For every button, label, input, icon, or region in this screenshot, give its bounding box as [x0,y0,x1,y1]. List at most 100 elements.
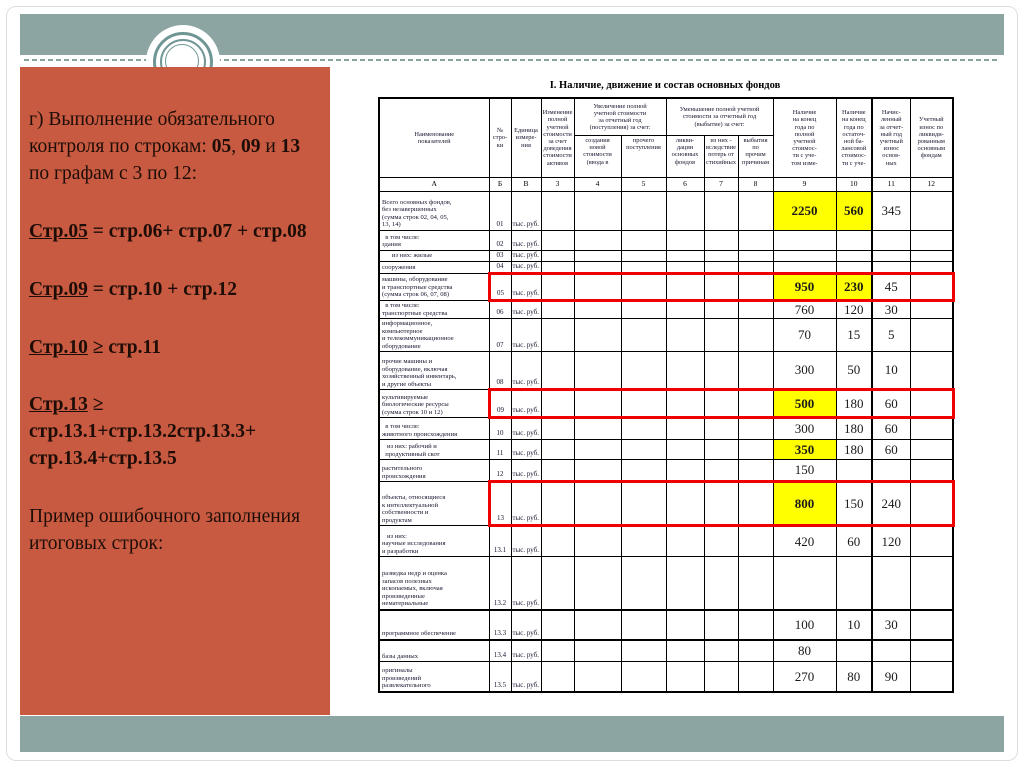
cell-13.3-c3 [540,608,575,641]
formula-row10: Стр.10 ≥ стр.11 [29,336,161,358]
cell-06-c3 [540,299,575,320]
cell-13.3-c7 [703,608,739,641]
cell-03-c5 [620,250,667,262]
cell-13.3-c5 [620,608,667,641]
cell-01-c7 [703,191,739,231]
cell-04-c12 [909,261,954,274]
cell-05-c6 [665,272,705,302]
cell-13.5-c3 [540,661,575,693]
cell-09-unit: тыс. руб. [510,388,542,420]
cell-13-c7 [703,480,739,528]
cell-08-c6 [665,351,705,391]
cell-13.5-unit: тыс. руб. [510,661,542,693]
cell-12-num: 12 [488,459,512,483]
cell-13.1-num: 13.1 [488,525,512,558]
cell-05-c9: 950 [772,272,837,302]
cell-13.1-c7 [703,525,739,558]
cell-10-unit: тыс. руб. [510,417,542,441]
cell-01-c5 [620,191,667,231]
cell-12-c10 [835,459,873,483]
column-index-row: А Б В 3 4 5 6 7 8 9 10 11 12 [378,177,954,192]
cell-12-c5 [620,459,667,483]
example-note-text: Пример ошибочного заполнения итоговых ст… [29,506,301,555]
cell-02-c5 [620,230,667,251]
cell-04-unit: тыс. руб. [510,261,542,274]
cell-07-c12 [909,318,954,353]
cell-07-c7 [703,318,739,353]
header-col6: ликви- дации основных фондов [665,135,705,178]
cell-08-c8 [737,351,774,391]
formula-row13: Стр.13 ≥ стр.13.1+стр.13.2стр.13.3+ стр.… [29,394,257,470]
cell-01-c6 [665,191,705,231]
cell-12-c4 [573,459,622,483]
cell-13.1-c8 [737,525,774,558]
table-row: в том числе: здания 02 тыс. руб. [378,230,954,251]
cell-02-c4 [573,230,622,251]
table-body: Всего основных фондов, без незавершенных… [378,191,955,693]
cell-13.5-c12 [909,661,954,693]
header-col9: Наличие на конец года по полной учетной … [772,97,837,178]
bottom-accent-bar [20,716,1004,752]
cell-13.2-c11 [871,556,911,611]
index-6: 6 [665,177,705,192]
cell-08-c3 [540,351,575,391]
header-name: Наименование показателей [378,97,490,178]
cell-07-c10: 15 [835,318,873,353]
cell-08-c5 [620,351,667,391]
cell-13.1-c12 [909,525,954,558]
cell-13.2-c6 [665,556,705,611]
cell-06-c10: 120 [835,299,873,320]
cell-13.2-c7 [703,556,739,611]
cell-12-unit: тыс. руб. [510,459,542,483]
cell-13.4-c8 [737,638,774,663]
cell-03-c10 [835,250,873,262]
cell-11-c3 [540,439,575,461]
cell-13.3-num: 13.3 [488,608,512,641]
cell-02-c9 [772,230,837,251]
cell-13.3-c4 [573,608,622,641]
cell-04-c5 [620,261,667,274]
cell-13.1-c3 [540,525,575,558]
cell-13.4-c3 [540,638,575,663]
cell-08-c11: 10 [871,351,911,391]
cell-06-c5 [620,299,667,320]
cell-05-c8 [737,272,774,302]
table-row: Всего основных фондов, без незавершенных… [378,191,954,231]
cell-07-c6 [665,318,705,353]
index-9: 9 [772,177,837,192]
cell-07-c3 [540,318,575,353]
cell-13.2-c12 [909,556,954,611]
cell-09-c9: 500 [772,388,837,420]
cell-13.4-c4 [573,638,622,663]
cell-13.5-num: 13.5 [488,661,512,693]
cell-12-c7 [703,459,739,483]
index-3: 3 [540,177,575,192]
cell-08-c12 [909,351,954,391]
cell-02-c3 [540,230,575,251]
cell-13.4-c9: 80 [772,638,837,663]
cell-13.1-c4 [573,525,622,558]
cell-03-c3 [540,250,575,262]
table-row: растительного происхождения 12 тыс. руб. 15… [378,459,954,483]
table-row: оригиналы произведений развлекательного 1… [378,661,954,693]
index-4: 4 [573,177,622,192]
table-row: информационное, компьютерное и телекомму… [378,318,954,353]
cell-13.2-c3 [540,556,575,611]
cell-13.5-c9: 270 [772,661,837,693]
cell-06-c8 [737,299,774,320]
cell-11-c4 [573,439,622,461]
formula-row09: Стр.09 = стр.10 + стр.12 [29,278,237,300]
cell-02-c12 [909,230,954,251]
header-line-no: № стро- ки [488,97,512,178]
cell-09-c7 [703,388,739,420]
cell-13.5-c11: 90 [871,661,911,693]
cell-13-c4 [573,480,622,528]
cell-07-c8 [737,318,774,353]
cell-13-c8 [737,480,774,528]
cell-13.2-c9 [772,556,837,611]
cell-06-c12 [909,299,954,320]
cell-13.3-label: программное обеспечение [378,608,490,641]
index-7: 7 [703,177,739,192]
cell-13.2-c10 [835,556,873,611]
